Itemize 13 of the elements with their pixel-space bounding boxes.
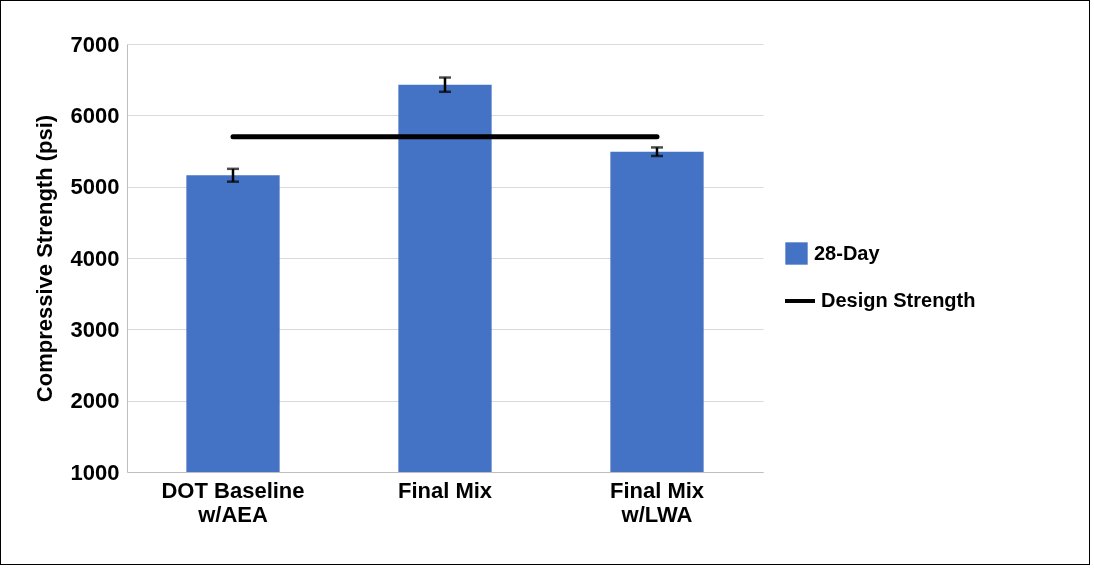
y-tick-label: 2000 xyxy=(70,388,120,414)
legend-label: Design Strength xyxy=(821,289,976,311)
x-tick-label: Final Mix xyxy=(397,477,493,503)
y-tick-label: 7000 xyxy=(70,31,120,57)
x-tick-label: DOT Baseline w/AEA xyxy=(161,477,305,527)
y-tick-label: 4000 xyxy=(70,245,120,271)
y-tick-label: 1000 xyxy=(70,459,120,485)
x-tick-label: Final Mix w/LWA xyxy=(609,477,705,527)
legend-label: 28-Day xyxy=(814,241,881,264)
y-axis-title: Compressive Strength (psi) xyxy=(31,114,57,403)
y-tick-label: 5000 xyxy=(70,174,120,200)
y-tick-label: 6000 xyxy=(70,102,120,128)
y-tick-label: 3000 xyxy=(70,316,120,342)
